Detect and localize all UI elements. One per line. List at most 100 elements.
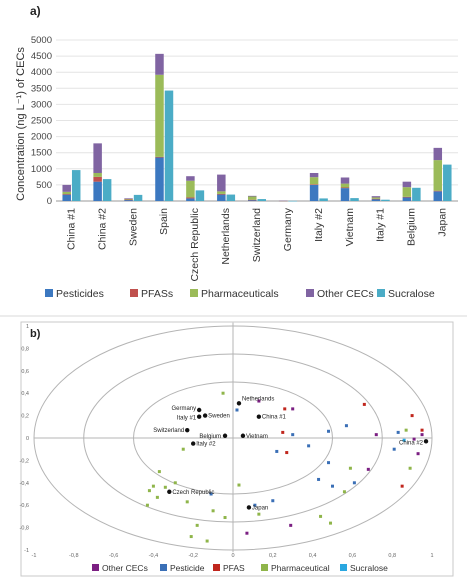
variable-point xyxy=(362,402,366,406)
bar-segment xyxy=(433,160,443,191)
bar-segment xyxy=(340,187,350,189)
bar-segment xyxy=(371,199,381,201)
legend-swatch xyxy=(190,289,198,297)
bar-segment xyxy=(62,194,71,195)
category-label: China #2 xyxy=(96,208,108,250)
category-label: Netherlands xyxy=(220,208,232,265)
x-tick-label: 1 xyxy=(430,553,433,559)
bar-segment xyxy=(402,181,412,188)
bar-segment xyxy=(278,200,288,202)
bar-segment xyxy=(309,172,319,178)
variable-point xyxy=(319,514,323,518)
bar-segment xyxy=(340,188,350,201)
variable-point xyxy=(291,433,295,437)
bar-segment xyxy=(186,176,195,181)
variable-point xyxy=(257,512,261,516)
y-tick-label: 1 xyxy=(26,324,29,330)
category-label: Sweden xyxy=(127,208,139,246)
category-label: Vietnam xyxy=(344,208,356,247)
bar-segment xyxy=(186,180,195,198)
site-point xyxy=(191,441,196,446)
bar-segment xyxy=(309,177,319,185)
sucralose-bar xyxy=(350,198,359,201)
category-label: Switzerland xyxy=(251,208,263,262)
category-label: Germany xyxy=(282,207,294,251)
bar-segment xyxy=(62,191,71,195)
legend-label: PFAS xyxy=(223,563,245,573)
y-tick-label: 4500 xyxy=(31,51,52,62)
legend-label: Pharmaceutical xyxy=(271,563,330,573)
x-tick-label: 0,4 xyxy=(309,553,317,559)
panel-a-label: a) xyxy=(30,4,41,18)
bar-chart-ylabel: Concentration (ng L⁻¹) of CECs xyxy=(15,47,27,201)
category-label: Italy #1 xyxy=(375,208,387,242)
y-tick-label: 0,2 xyxy=(21,414,29,420)
x-tick-label: 0,8 xyxy=(388,553,396,559)
variable-point xyxy=(331,484,334,488)
variable-point xyxy=(352,481,356,485)
legend-label: Other CECs xyxy=(102,563,148,573)
site-label: Japan xyxy=(252,505,268,511)
legend-swatch xyxy=(306,289,314,297)
x-tick-label: 0,6 xyxy=(349,553,357,559)
variable-point xyxy=(344,424,348,428)
bar-segment xyxy=(248,199,257,201)
y-tick-label: -0,4 xyxy=(20,481,29,487)
variable-point xyxy=(173,481,177,485)
variable-point xyxy=(271,499,275,503)
bar-segment xyxy=(309,184,319,185)
sucralose-bar xyxy=(257,199,266,201)
variable-point xyxy=(235,408,239,412)
bar-segment xyxy=(124,199,133,201)
panel-b-label: b) xyxy=(30,328,41,340)
bar-chart-panel: a) Concentration (ng L⁻¹) of CECs 0 500 10… xyxy=(15,4,458,300)
category-label: China #1 xyxy=(65,208,77,250)
legend-label: Sucralose xyxy=(350,563,388,573)
variable-point xyxy=(147,489,151,493)
y-tick-label: -0,6 xyxy=(20,503,29,509)
y-tick-label: 4000 xyxy=(31,67,52,78)
biplot-legend: Other CECs Pesticide PFAS Pharmaceutical Suc… xyxy=(92,563,388,573)
bar-segment xyxy=(93,172,102,177)
variable-point xyxy=(307,444,311,448)
bar-segment xyxy=(124,198,133,200)
bar-segment xyxy=(155,53,164,75)
variable-point xyxy=(329,521,333,525)
site-point xyxy=(256,414,262,419)
bar-segment xyxy=(93,143,102,173)
site-label: Italy #2 xyxy=(196,442,216,448)
site-label: Italy #1 xyxy=(177,416,197,422)
variable-point xyxy=(420,428,424,432)
variable-point xyxy=(396,430,400,434)
variable-point xyxy=(416,452,420,456)
y-tick-label: 0,6 xyxy=(21,369,29,375)
y-tick-label: 500 xyxy=(36,180,52,191)
y-tick-label: 2000 xyxy=(31,132,52,143)
variable-point xyxy=(223,516,227,520)
legend-swatch xyxy=(213,564,220,571)
sucralose-bar xyxy=(133,194,143,201)
variable-point xyxy=(205,539,209,543)
x-tick-label: -0,8 xyxy=(69,553,78,559)
bar-segment xyxy=(340,177,350,184)
bar-segment xyxy=(217,174,226,192)
bar-segment xyxy=(217,193,226,195)
biplot-site-points: Germany Italy #1 Sweden Netherlands China #1… xyxy=(153,396,429,511)
legend-label: Pesticide xyxy=(170,563,205,573)
y-tick-label: -0,8 xyxy=(20,526,29,532)
bar-segment xyxy=(371,197,381,199)
variable-point xyxy=(237,483,241,487)
legend-swatch xyxy=(92,564,99,571)
variable-point xyxy=(221,391,225,395)
bar-segment xyxy=(62,184,71,192)
site-point xyxy=(196,414,202,419)
variable-point xyxy=(151,484,155,488)
bar-segment xyxy=(124,198,133,199)
site-label: Belgium xyxy=(199,434,221,440)
bar-segment xyxy=(340,183,350,188)
site-label: Netherlands xyxy=(242,396,274,402)
x-tick-label: 0,2 xyxy=(269,553,277,559)
legend-label: Pharmaceuticals xyxy=(201,288,279,300)
y-tick-label: 1000 xyxy=(31,164,52,175)
